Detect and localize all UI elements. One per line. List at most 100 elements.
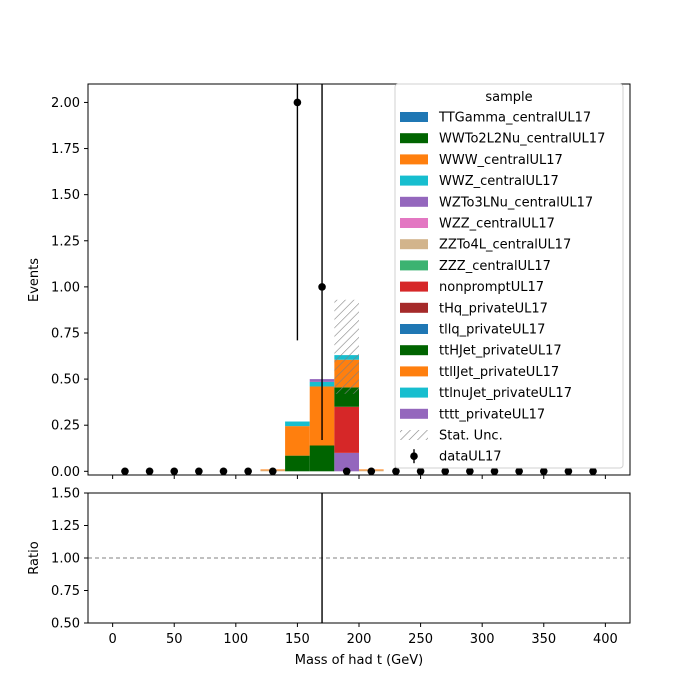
legend-label-0: TTGamma_centralUL17 xyxy=(438,111,591,126)
ratio-xtick-label-8: 400 xyxy=(593,632,618,647)
stack-bar-1-0 xyxy=(285,455,310,472)
legend-swatch-12 xyxy=(400,366,428,377)
legend-swatch-2 xyxy=(400,154,428,165)
data-point-0 xyxy=(121,467,129,476)
ratio-xtick-label-1: 50 xyxy=(166,632,183,647)
legend-label-9: tHq_privateUL17 xyxy=(439,301,548,316)
data-point-16 xyxy=(515,467,523,476)
data-point-7 xyxy=(293,98,302,107)
data-point-14 xyxy=(466,467,474,476)
legend-swatch-5 xyxy=(400,218,428,228)
ratio-ytick-label-2: 1.00 xyxy=(51,552,80,567)
data-point-19 xyxy=(589,467,597,476)
ratio-y-axis: 0.50 0.75 1.00 1.25 1.50 xyxy=(51,487,88,632)
legend-swatch-0 xyxy=(400,112,428,122)
ratio-x-axis: 0 50 100 150 200 250 300 350 400 xyxy=(108,623,618,647)
main-y-axis-label: Events xyxy=(27,258,42,302)
legend-swatch-11 xyxy=(400,345,428,356)
legend-label-6: ZZTo4L_centralUL17 xyxy=(439,238,571,253)
main-x-ticks xyxy=(112,475,606,479)
ratio-content xyxy=(88,493,630,623)
ratio-plot-panel: 0.50 0.75 1.00 1.25 1.50 0 50 100 150 200 250 300 3… xyxy=(27,487,631,668)
stat-unc-band-0 xyxy=(334,299,359,394)
stack-bar-3-1 xyxy=(334,406,359,453)
data-point-6 xyxy=(268,467,277,476)
main-y-axis: 0.00 0.25 0.50 0.75 1.00 1.25 1.50 1.75 2.00 xyxy=(51,96,88,480)
ratio-xtick-label-7: 350 xyxy=(531,632,556,647)
ratio-xtick-label-3: 150 xyxy=(285,632,310,647)
data-point-5 xyxy=(244,467,252,476)
data-point-11 xyxy=(392,467,400,476)
legend-label-1: WWTo2L2Nu_centralUL17 xyxy=(439,132,605,147)
main-ytick-label-6: 1.50 xyxy=(51,188,80,203)
data-point-15 xyxy=(490,467,499,476)
data-point-8 xyxy=(318,283,326,291)
legend-swatch-8 xyxy=(400,281,428,292)
legend-label-14: tttt_privateUL17 xyxy=(439,407,545,422)
main-ytick-label-2: 0.50 xyxy=(51,373,80,388)
legend-swatch-6 xyxy=(400,239,428,250)
main-plot-panel: 0.00 0.25 0.50 0.75 1.00 1.25 1.50 1.75 2.00 Eve… xyxy=(27,83,631,480)
ratio-ytick-label-3: 1.25 xyxy=(51,519,80,534)
stack-bar-2-0 xyxy=(309,445,335,472)
legend-marker-16 xyxy=(410,452,418,461)
main-ytick-label-0: 0.00 xyxy=(51,465,80,480)
legend-label-5: WZZ_centralUL17 xyxy=(439,217,555,232)
legend-swatch-10 xyxy=(400,324,428,334)
main-ytick-label-3: 0.75 xyxy=(51,326,80,341)
legend-swatch-13 xyxy=(400,387,428,398)
x-axis-label: Mass of had t (GeV) xyxy=(295,653,423,668)
legend-swatch-3 xyxy=(400,175,428,186)
ratio-ytick-label-4: 1.50 xyxy=(51,487,80,502)
legend-label-7: ZZZ_centralUL17 xyxy=(439,259,551,274)
main-ytick-label-8: 2.00 xyxy=(51,96,80,111)
legend-swatch-7 xyxy=(400,260,428,271)
stack-bar-3-0 xyxy=(334,452,359,472)
legend-swatch-14 xyxy=(400,408,428,419)
ratio-y-axis-label: Ratio xyxy=(27,541,42,574)
legend-label-12: ttllJet_privateUL17 xyxy=(439,365,559,380)
ratio-xtick-label-2: 100 xyxy=(223,632,248,647)
data-point-9 xyxy=(342,467,351,476)
ratio-xtick-label-0: 0 xyxy=(108,632,116,647)
legend-swatch-4 xyxy=(400,196,428,207)
main-ytick-label-7: 1.75 xyxy=(51,142,80,157)
main-ytick-label-4: 1.00 xyxy=(51,280,80,295)
legend-label-3: WWZ_centralUL17 xyxy=(439,174,559,189)
legend-swatch-15 xyxy=(400,430,428,440)
legend-label-2: WWW_centralUL17 xyxy=(439,153,563,168)
ratio-xtick-label-5: 250 xyxy=(408,632,433,647)
legend-box xyxy=(394,83,624,469)
legend-label-10: tllq_privateUL17 xyxy=(439,323,545,338)
data-point-10 xyxy=(367,467,376,476)
legend-label-13: ttlnuJet_privateUL17 xyxy=(439,386,572,401)
data-point-1 xyxy=(145,467,154,476)
stat-uncertainty-band xyxy=(334,299,359,394)
data-point-4 xyxy=(219,467,228,476)
legend-label-15: Stat. Unc. xyxy=(439,429,503,444)
legend-label-4: WZTo3LNu_centralUL17 xyxy=(439,195,593,210)
legend: sample TTGamma_centralUL17 WWTo2L2Nu_centr… xyxy=(394,83,624,469)
data-point-17 xyxy=(539,467,548,476)
data-points xyxy=(121,84,597,476)
data-point-12 xyxy=(416,467,425,476)
ratio-xtick-label-4: 200 xyxy=(347,632,372,647)
stack-bar-1-2 xyxy=(285,421,310,427)
data-point-18 xyxy=(564,467,573,476)
ratio-ytick-label-1: 0.75 xyxy=(51,584,80,599)
legend-swatch-9 xyxy=(400,302,428,313)
legend-label-8: nonpromptUL17 xyxy=(439,280,544,295)
legend-label-11: ttHJet_privateUL17 xyxy=(439,344,562,359)
stack-bar-1-1 xyxy=(285,426,310,456)
legend-label-16: dataUL17 xyxy=(439,450,502,465)
main-ytick-label-1: 0.25 xyxy=(51,419,80,434)
main-ytick-label-5: 1.25 xyxy=(51,234,80,249)
data-point-13 xyxy=(441,467,450,476)
legend-title: sample xyxy=(485,90,532,105)
data-point-2 xyxy=(170,467,179,476)
legend-swatch-1 xyxy=(400,133,428,144)
data-point-3 xyxy=(195,467,203,476)
ratio-ytick-label-0: 0.50 xyxy=(51,617,80,632)
ratio-xtick-label-6: 300 xyxy=(470,632,495,647)
